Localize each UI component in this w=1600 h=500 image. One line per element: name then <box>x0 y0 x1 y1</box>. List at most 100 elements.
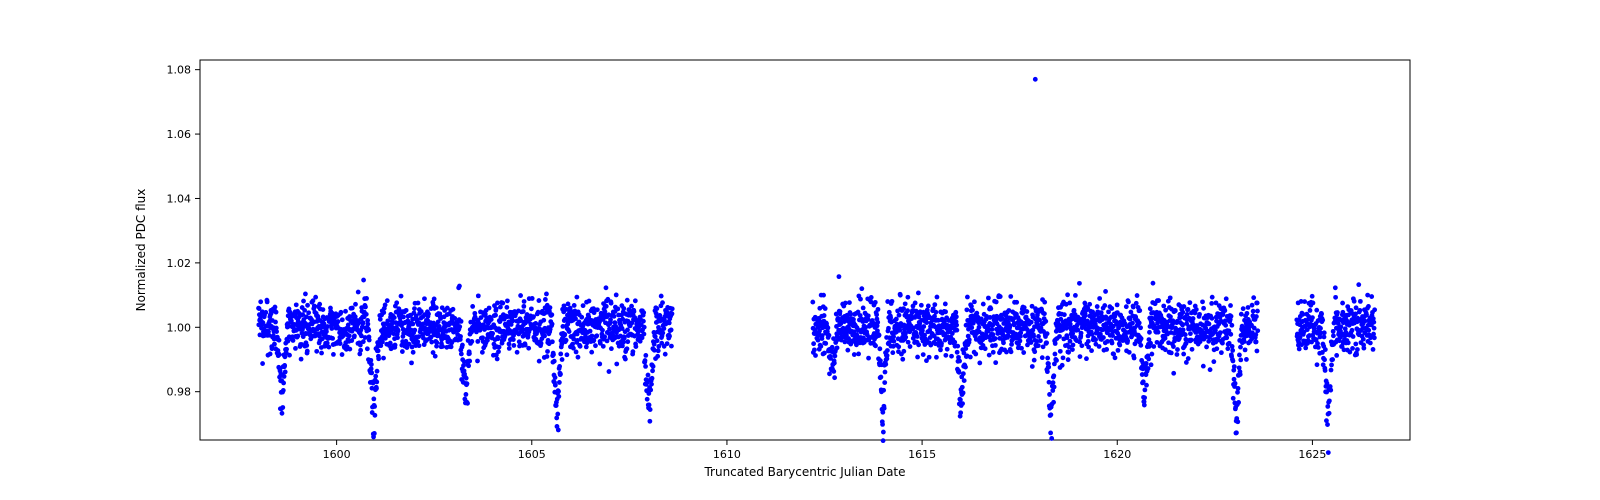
data-point <box>365 322 370 327</box>
y-tick-label: 1.04 <box>167 192 192 205</box>
data-point <box>643 358 648 363</box>
data-point <box>426 312 431 317</box>
data-point <box>1352 299 1357 304</box>
data-point <box>1137 308 1142 313</box>
data-point <box>593 343 598 348</box>
data-point <box>1206 339 1211 344</box>
plot-frame <box>200 60 1410 440</box>
data-point <box>1228 332 1233 337</box>
data-point <box>412 328 417 333</box>
data-point <box>594 333 599 338</box>
chart-container: 160016051610161516201625 0.981.001.021.0… <box>0 0 1600 500</box>
data-point <box>526 346 531 351</box>
data-point <box>1033 77 1038 82</box>
data-point <box>1060 363 1065 368</box>
data-point <box>381 356 386 361</box>
data-point <box>1356 282 1361 287</box>
data-point <box>1190 347 1195 352</box>
data-point <box>832 361 837 366</box>
data-point <box>823 341 828 346</box>
data-point <box>891 339 896 344</box>
data-point <box>655 338 660 343</box>
data-point <box>647 419 652 424</box>
data-point <box>558 352 563 357</box>
data-point <box>954 314 959 319</box>
data-point <box>493 313 498 318</box>
data-point <box>1197 312 1202 317</box>
data-point <box>542 334 547 339</box>
data-point <box>1361 346 1366 351</box>
data-point <box>339 310 344 315</box>
data-point <box>1358 299 1363 304</box>
data-point <box>1151 281 1156 286</box>
data-point <box>549 312 554 317</box>
data-point <box>1134 301 1139 306</box>
data-point <box>608 317 613 322</box>
y-tick-label: 1.00 <box>167 321 192 334</box>
data-point <box>934 355 939 360</box>
data-point <box>504 305 509 310</box>
data-point <box>935 295 940 300</box>
data-point <box>409 360 414 365</box>
data-point <box>943 309 948 314</box>
data-point <box>641 319 646 324</box>
data-point <box>873 300 878 305</box>
data-point <box>476 293 481 298</box>
data-point <box>831 369 836 374</box>
data-point <box>625 339 630 344</box>
data-point <box>363 305 368 310</box>
data-point <box>376 348 381 353</box>
data-point <box>973 352 978 357</box>
data-point <box>961 371 966 376</box>
data-point <box>1043 319 1048 324</box>
data-point <box>885 348 890 353</box>
data-point <box>1245 311 1250 316</box>
data-point <box>898 293 903 298</box>
data-points <box>256 77 1377 455</box>
data-point <box>823 306 828 311</box>
data-point <box>972 299 977 304</box>
data-point <box>564 338 569 343</box>
data-point <box>1255 309 1260 314</box>
data-point <box>629 304 634 309</box>
data-point <box>1350 346 1355 351</box>
data-point <box>530 296 535 301</box>
data-point <box>602 334 607 339</box>
data-point <box>921 352 926 357</box>
data-point <box>631 349 636 354</box>
data-point <box>632 309 637 314</box>
data-point <box>1339 324 1344 329</box>
data-point <box>969 325 974 330</box>
data-point <box>302 308 307 313</box>
data-point <box>609 346 614 351</box>
data-point <box>1009 349 1014 354</box>
data-point <box>883 370 888 375</box>
data-point <box>417 343 422 348</box>
data-point <box>470 304 475 309</box>
data-point <box>1229 314 1234 319</box>
data-point <box>607 369 612 374</box>
data-point <box>487 306 492 311</box>
data-point <box>458 334 463 339</box>
data-point <box>822 313 827 318</box>
data-point <box>378 317 383 322</box>
data-point <box>522 299 527 304</box>
data-point <box>1142 403 1147 408</box>
data-point <box>597 362 602 367</box>
data-point <box>993 360 998 365</box>
data-point <box>385 298 390 303</box>
data-point <box>312 304 317 309</box>
data-point <box>1241 306 1246 311</box>
data-point <box>1297 347 1302 352</box>
data-point <box>1310 294 1315 299</box>
data-point <box>1238 345 1243 350</box>
data-point <box>1318 326 1323 331</box>
data-point <box>905 308 910 313</box>
data-point <box>990 327 995 332</box>
data-point <box>283 369 288 374</box>
data-point <box>352 334 357 339</box>
data-point <box>960 401 965 406</box>
data-point <box>371 397 376 402</box>
data-point <box>957 359 962 364</box>
data-point <box>987 353 992 358</box>
